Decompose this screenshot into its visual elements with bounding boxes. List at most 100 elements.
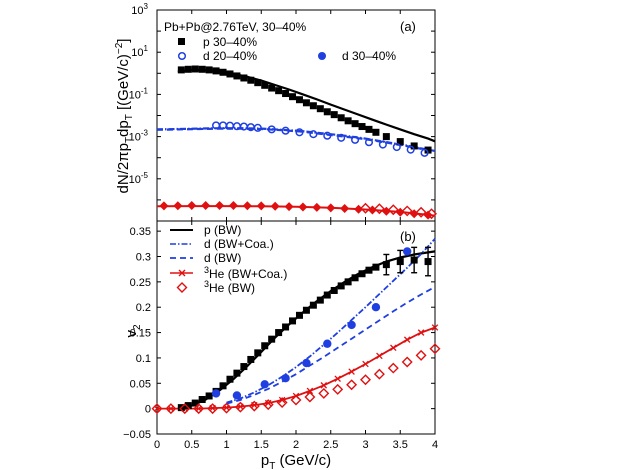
point-a-2-10 bbox=[309, 130, 318, 139]
point-a-5-1 bbox=[373, 203, 385, 215]
point-a-0-17 bbox=[295, 96, 303, 104]
xmark-b-5-16-b bbox=[376, 352, 383, 360]
xmark-b-5-17 bbox=[390, 344, 397, 352]
point-a-2-16 bbox=[392, 142, 401, 152]
point-b-0-24 bbox=[344, 278, 352, 286]
point-a-0-1 bbox=[184, 65, 192, 73]
point-a-6-16 bbox=[381, 206, 391, 216]
point-a-6-0 bbox=[159, 201, 169, 211]
point-b-0-19 bbox=[309, 301, 317, 309]
point-a-6-5 bbox=[228, 201, 238, 211]
point-a-6-15 bbox=[367, 205, 377, 215]
panel-a-legend: p 30–40% d 20–40% d 30–40% bbox=[177, 35, 396, 63]
xmark-b-5-9-b bbox=[278, 396, 286, 404]
point-b-0-4 bbox=[205, 392, 213, 400]
point-b-0-27 bbox=[365, 266, 373, 274]
point-a-0-12 bbox=[261, 81, 269, 89]
x-tick-label-b-4: 2 bbox=[293, 439, 299, 451]
x-tick-label-b-7: 3.5 bbox=[393, 439, 408, 451]
panel-a-label: (a) bbox=[400, 19, 416, 34]
point-b-0-28 bbox=[372, 263, 380, 271]
point-a-5-2 bbox=[387, 204, 399, 216]
point-b-6-0 bbox=[151, 403, 163, 415]
point-b-0-16 bbox=[289, 317, 297, 325]
xmark-b-5-18-b bbox=[403, 336, 411, 343]
point-b-2-0 bbox=[211, 389, 221, 398]
point-b-0-11 bbox=[254, 349, 262, 357]
point-a-6-9 bbox=[284, 202, 294, 212]
xmark-b-5-12-b bbox=[320, 382, 328, 389]
point-a-0-22 bbox=[330, 111, 338, 119]
point-a-0-18 bbox=[302, 99, 310, 107]
xmark-b-5-19-b bbox=[417, 329, 425, 336]
point-a-0-0 bbox=[177, 66, 185, 74]
point-b-6-17 bbox=[387, 362, 399, 374]
point-a-0-26 bbox=[358, 123, 366, 131]
xmark-b-5-19 bbox=[417, 329, 425, 336]
xmark-b-5-15 bbox=[362, 360, 369, 368]
point-b-6-1 bbox=[165, 403, 177, 415]
xmark-b-5-13-b bbox=[334, 375, 341, 382]
y-tick-label-b-8: 0.35 bbox=[130, 226, 151, 238]
point-a-6-3 bbox=[201, 201, 211, 211]
xmark-b-5-12 bbox=[320, 382, 328, 389]
point-a-0-21 bbox=[323, 108, 331, 116]
point-a-0-10 bbox=[247, 76, 255, 84]
legend-label-he3-bw: 3He (BW) bbox=[204, 279, 255, 295]
point-b-0-26 bbox=[358, 270, 366, 278]
xmark-b-5-14-b bbox=[348, 368, 355, 375]
legend-marker-he3-bw-coa bbox=[178, 269, 186, 277]
point-a-6-17 bbox=[395, 207, 405, 217]
panel-a-title: Pb+Pb@2.76TeV, 30–40% bbox=[164, 20, 307, 34]
xmark-b-5-17-b bbox=[390, 344, 397, 352]
point-a-2-7 bbox=[267, 125, 276, 134]
point-b-6-14 bbox=[346, 379, 358, 391]
point-a-6-13 bbox=[340, 204, 350, 214]
point-a-0-7 bbox=[226, 70, 234, 78]
point-b-6-18 bbox=[401, 356, 413, 368]
legend-label-p: p 30–40% bbox=[203, 35, 257, 49]
point-b-0-22 bbox=[330, 286, 338, 294]
point-a-0-2 bbox=[191, 65, 199, 73]
point-b-0-10 bbox=[247, 355, 255, 363]
point-b-6-4 bbox=[207, 403, 219, 415]
point-b-0-13 bbox=[268, 335, 276, 343]
point-a-2-11 bbox=[323, 131, 332, 140]
legend-marker-he3-bw bbox=[176, 282, 188, 293]
point-a-6-11 bbox=[312, 202, 322, 212]
point-a-6-1 bbox=[173, 201, 183, 211]
series-b-3-line bbox=[226, 238, 436, 404]
y-tick-label-b-0: −0.05 bbox=[123, 429, 151, 441]
xmark-b-5-20-b bbox=[431, 324, 439, 331]
point-b-0-6 bbox=[219, 382, 227, 390]
point-b-2-2 bbox=[260, 380, 269, 389]
point-a-2-8 bbox=[281, 126, 290, 135]
point-b-0-21 bbox=[323, 291, 331, 299]
xmark-b-5-20 bbox=[431, 324, 439, 331]
point-b-2-7 bbox=[371, 303, 381, 312]
panel-a-frame bbox=[156, 9, 436, 222]
point-a-6-4 bbox=[215, 201, 225, 211]
point-a-6-7 bbox=[256, 201, 266, 211]
y-tick-label-a-3: 101 bbox=[131, 44, 148, 59]
xmark-b-5-11-b bbox=[306, 387, 314, 395]
point-a-0-31 bbox=[410, 142, 418, 150]
point-a-6-10 bbox=[298, 202, 308, 212]
panel-b-xlabel: pT (GeV/c) bbox=[261, 452, 331, 470]
y-tick-label-b-1: 0 bbox=[145, 404, 151, 416]
y-tick-label-b-7: 0.3 bbox=[136, 252, 151, 264]
legend-label-d-bw-coa: d (BW+Coa.) bbox=[204, 237, 274, 251]
point-b-6-19 bbox=[415, 349, 427, 361]
point-a-0-24 bbox=[344, 117, 352, 125]
point-a-0-32 bbox=[424, 146, 432, 154]
y-tick-label-b-3: 0.1 bbox=[136, 353, 151, 365]
point-b-0-7 bbox=[226, 375, 234, 383]
point-b-6-7 bbox=[248, 400, 260, 412]
point-a-0-3 bbox=[198, 65, 206, 73]
point-b-0-29 bbox=[382, 261, 390, 269]
point-a-0-30 bbox=[396, 138, 404, 146]
x-tick-label-b-1: 0.5 bbox=[184, 439, 199, 451]
point-b-0-12 bbox=[261, 342, 269, 350]
